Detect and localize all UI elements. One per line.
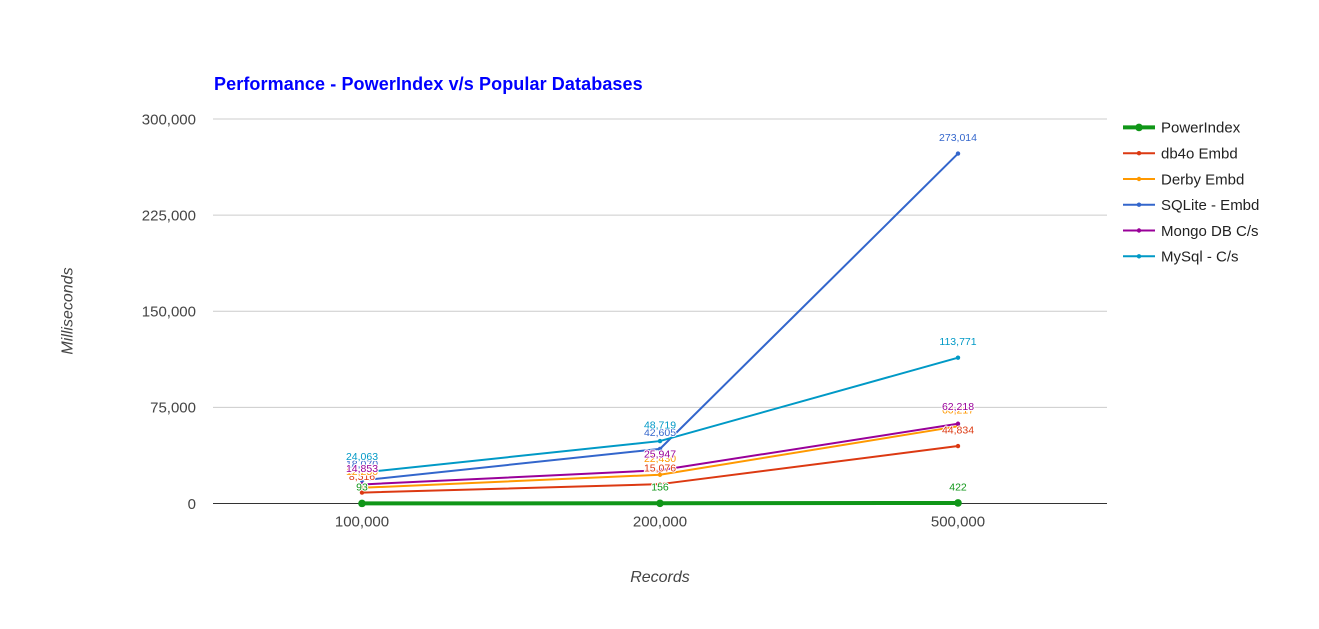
svg-text:Milliseconds: Milliseconds	[60, 267, 77, 354]
svg-text:75,000: 75,000	[150, 400, 196, 417]
svg-text:12,250: 12,250	[346, 466, 378, 478]
svg-text:150,000: 150,000	[142, 304, 196, 321]
svg-text:60,217: 60,217	[942, 405, 974, 417]
svg-text:42,605: 42,605	[644, 427, 676, 439]
svg-text:200,000: 200,000	[633, 514, 687, 531]
svg-text:0: 0	[188, 496, 196, 513]
svg-text:100,000: 100,000	[335, 514, 389, 531]
svg-text:156: 156	[651, 482, 669, 494]
svg-text:Performance - PowerIndex v/s P: Performance - PowerIndex v/s Popular Dat…	[214, 74, 643, 94]
svg-text:14,853: 14,853	[346, 463, 378, 475]
svg-text:8,516: 8,516	[349, 471, 375, 483]
svg-text:db4o Embd: db4o Embd	[1161, 146, 1238, 163]
svg-text:24,063: 24,063	[346, 451, 378, 463]
svg-text:22,430: 22,430	[644, 453, 676, 465]
svg-text:MySql - C/s: MySql - C/s	[1161, 249, 1239, 266]
svg-text:15,076: 15,076	[644, 462, 676, 474]
svg-text:44,834: 44,834	[942, 424, 974, 436]
svg-text:113,771: 113,771	[939, 336, 976, 348]
svg-text:273,014: 273,014	[939, 132, 977, 144]
svg-text:25,947: 25,947	[644, 449, 676, 461]
svg-text:Mongo DB C/s: Mongo DB C/s	[1161, 223, 1259, 240]
svg-text:PowerIndex: PowerIndex	[1161, 120, 1241, 137]
svg-text:62,218: 62,218	[942, 401, 974, 413]
svg-text:300,000: 300,000	[142, 111, 196, 128]
svg-text:SQLite - Embd: SQLite - Embd	[1161, 197, 1259, 214]
svg-text:18,070: 18,070	[346, 459, 378, 471]
svg-text:Records: Records	[630, 569, 690, 586]
svg-text:422: 422	[949, 481, 967, 493]
svg-text:500,000: 500,000	[931, 514, 985, 531]
svg-text:48,719: 48,719	[644, 419, 676, 431]
svg-text:225,000: 225,000	[142, 207, 196, 224]
svg-text:Derby Embd: Derby Embd	[1161, 171, 1244, 188]
svg-text:93: 93	[356, 482, 368, 494]
